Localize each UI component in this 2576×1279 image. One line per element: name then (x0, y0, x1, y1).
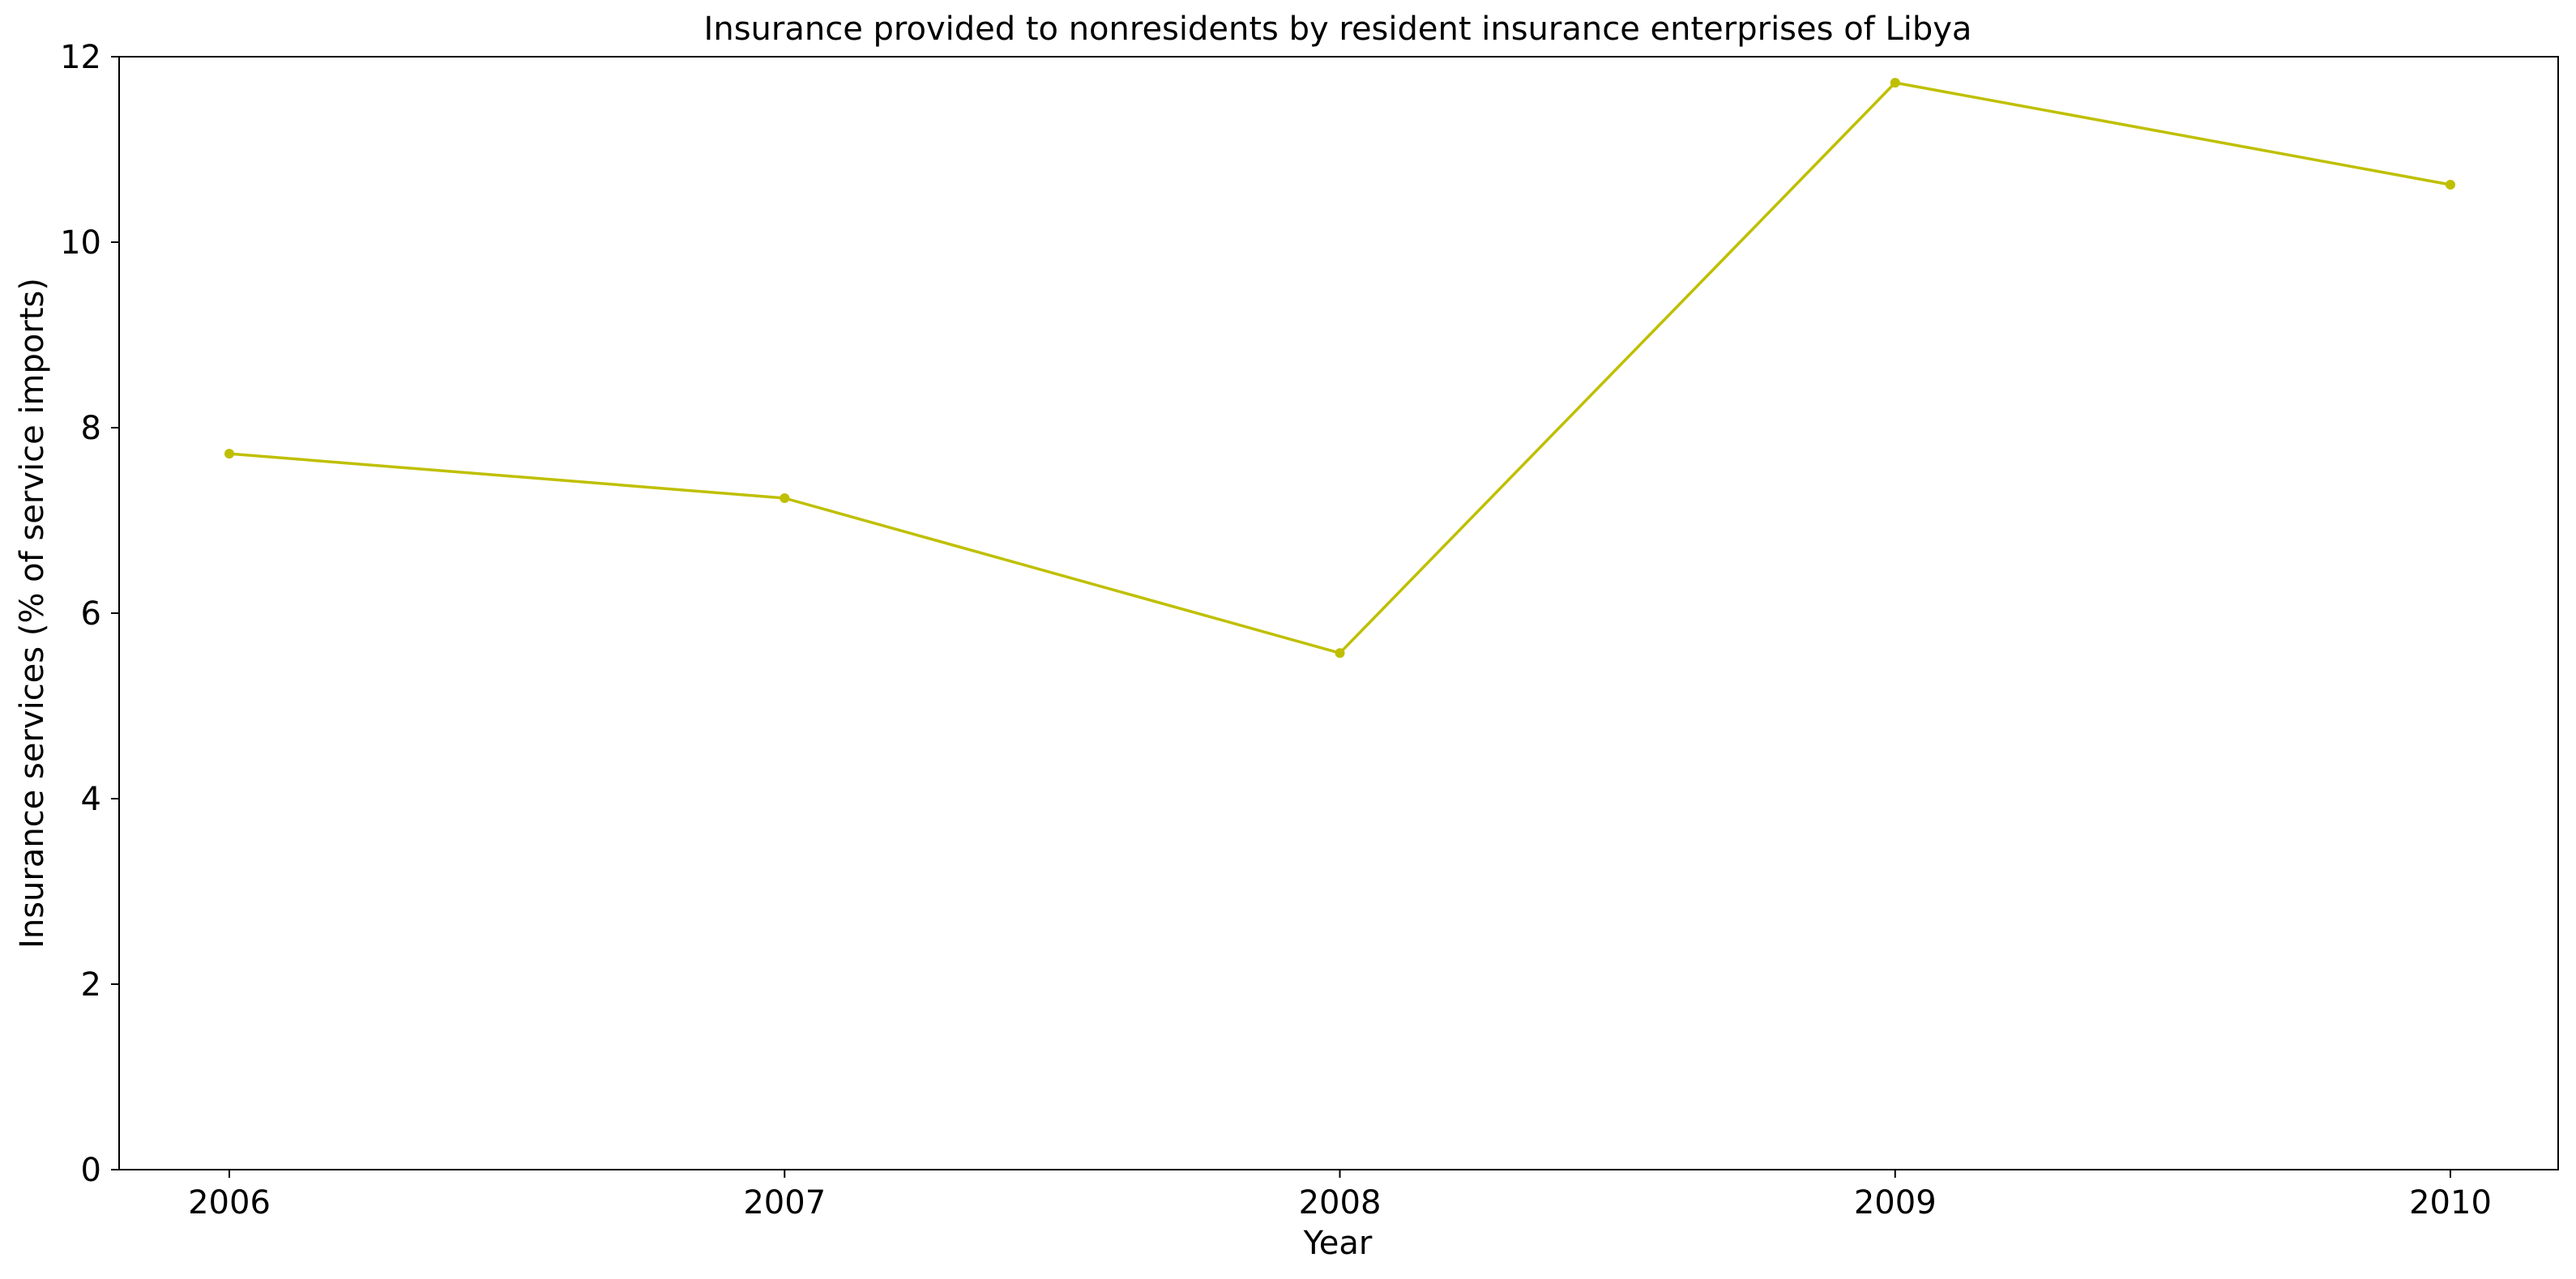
x-tick-label: 2010 (2409, 1184, 2492, 1221)
series-layer (224, 78, 2455, 659)
x-axis-label: Year (1303, 1225, 1373, 1262)
x-tick-label: 2009 (1854, 1184, 1937, 1221)
x-axis: 2006 2007 2008 2009 2010 (188, 1170, 2492, 1221)
y-tick-label: 4 (81, 781, 101, 818)
data-point (2446, 180, 2455, 190)
y-tick-label: 8 (81, 410, 101, 447)
data-point (1890, 78, 1900, 88)
x-tick-label: 2008 (1299, 1184, 1382, 1221)
y-axis-label: Insurance services (% of service imports… (14, 278, 51, 949)
data-point (224, 449, 234, 459)
y-axis: 0 2 4 6 8 10 12 (60, 39, 119, 1189)
chart-title: Insurance provided to nonresidents by re… (704, 11, 1972, 48)
y-tick-label: 6 (81, 595, 101, 633)
y-tick-label: 10 (60, 224, 101, 262)
y-tick-label: 0 (81, 1152, 101, 1189)
y-tick-label: 12 (60, 39, 101, 76)
data-point (780, 493, 790, 503)
y-tick-label: 2 (81, 966, 101, 1004)
x-tick-label: 2007 (743, 1184, 826, 1221)
data-point (1335, 648, 1345, 659)
x-tick-label: 2006 (188, 1184, 271, 1221)
